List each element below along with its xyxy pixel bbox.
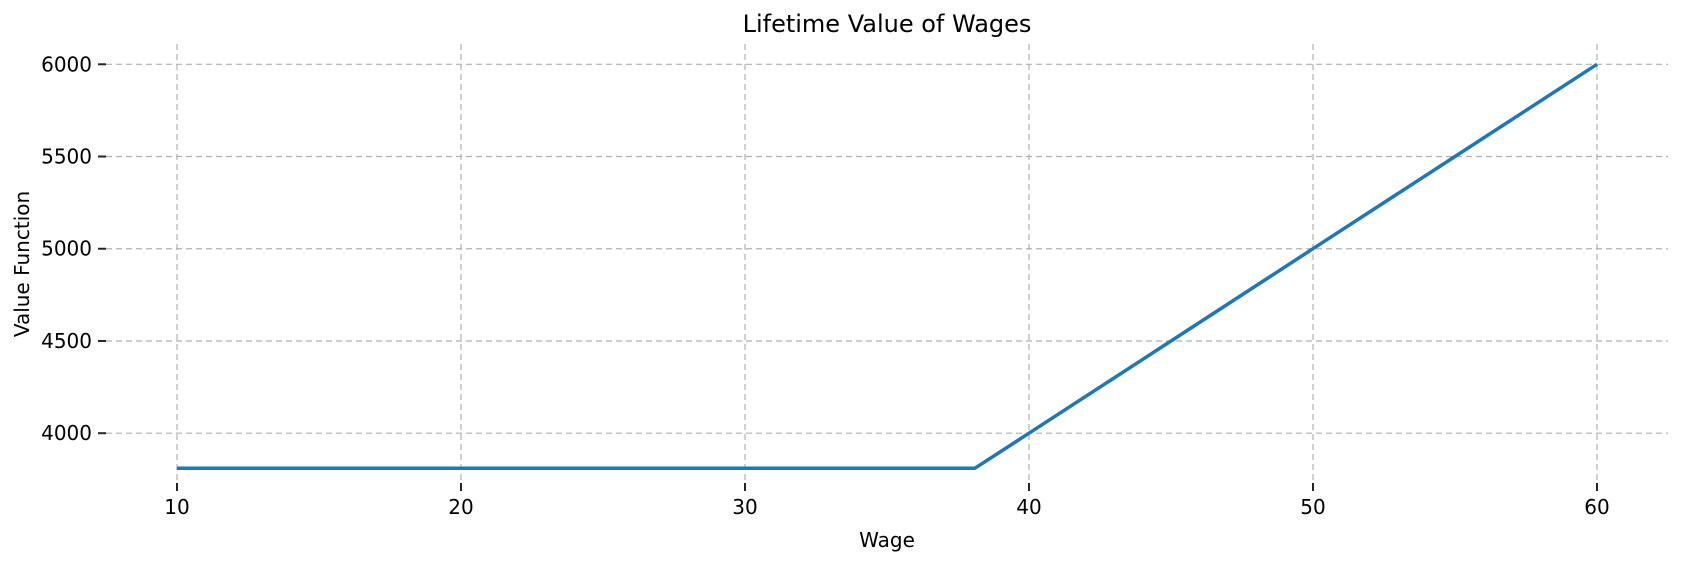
x-tick-label: 40 <box>1016 495 1041 519</box>
x-tick-label: 30 <box>732 495 757 519</box>
y-tick-label: 5500 <box>41 145 92 169</box>
x-tick-label: 60 <box>1584 495 1609 519</box>
y-tick-label: 4500 <box>41 329 92 353</box>
x-axis-label: Wage <box>859 528 915 552</box>
y-tick-label: 4000 <box>41 421 92 445</box>
x-tick-label: 10 <box>164 495 189 519</box>
x-tick-label: 50 <box>1300 495 1325 519</box>
x-tick-label: 20 <box>448 495 473 519</box>
y-tick-label: 5000 <box>41 237 92 261</box>
value-function-line <box>177 62 1598 470</box>
y-tick-label: 6000 <box>41 52 92 76</box>
y-axis-label: Value Function <box>10 190 34 338</box>
chart-title: Lifetime Value of Wages <box>742 10 1032 38</box>
